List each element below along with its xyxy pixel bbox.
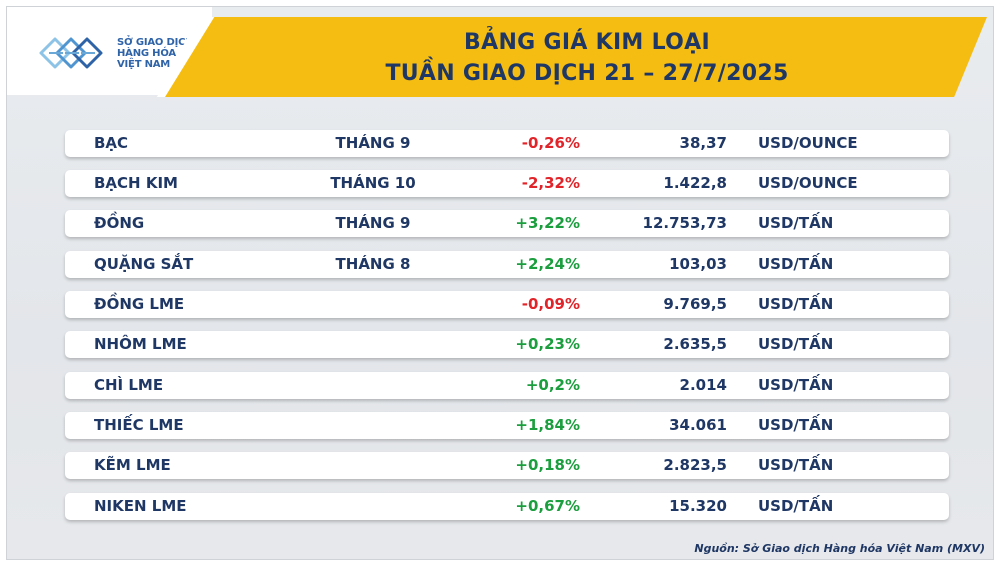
price-change: +3,22% <box>515 214 580 232</box>
price-unit: USD/TẤN <box>758 214 834 232</box>
metal-name: NIKEN LME <box>94 497 187 515</box>
price-value: 34.061 <box>669 416 727 434</box>
price-change: +0,23% <box>515 335 580 353</box>
metal-name: BẠC <box>94 134 129 152</box>
mxv-logo-icon <box>39 37 103 69</box>
contract-month: THÁNG 10 <box>330 174 416 192</box>
metal-name: THIẾC LME <box>94 416 184 434</box>
page-title: BẢNG GIÁ KIM LOẠI TUẦN GIAO DỊCH 21 – 27… <box>237 27 937 89</box>
price-change: +0,18% <box>515 456 580 474</box>
metal-name: ĐỒNG <box>94 214 145 232</box>
metal-name: QUẶNG SẮT <box>94 255 194 273</box>
price-change: +2,24% <box>515 255 580 273</box>
contract-month: THÁNG 8 <box>335 255 411 273</box>
logo-text: SỞ GIAO DỊCH HÀNG HÓA VIỆT NAM <box>117 37 207 70</box>
price-change: +1,84% <box>515 416 580 434</box>
price-value: 9.769,5 <box>663 295 727 313</box>
price-value: 2.014 <box>679 376 727 394</box>
table-row: KẼM LME +0,18% 2.823,5 USD/TẤN <box>65 452 949 479</box>
title-banner <box>165 17 987 97</box>
price-change: -2,32% <box>521 174 580 192</box>
table-row: CHÌ LME +0,2% 2.014 USD/TẤN <box>65 372 949 399</box>
price-value: 1.422,8 <box>663 174 727 192</box>
price-unit: USD/TẤN <box>758 456 834 474</box>
source-note: Nguồn: Sở Giao dịch Hàng hóa Việt Nam (M… <box>694 542 985 555</box>
price-unit: USD/TẤN <box>758 376 834 394</box>
metal-name: ĐỒNG LME <box>94 295 185 313</box>
logo-line-3: VIỆT NAM <box>117 59 171 70</box>
price-change: -0,09% <box>521 295 580 313</box>
logo-line-1: SỞ GIAO DỊCH <box>117 37 194 48</box>
price-change: +0,2% <box>525 376 580 394</box>
table-row: ĐỒNG LME -0,09% 9.769,5 USD/TẤN <box>65 291 949 318</box>
contract-month: THÁNG 9 <box>335 214 411 232</box>
price-unit: USD/OUNCE <box>758 134 858 152</box>
title-line-1: BẢNG GIÁ KIM LOẠI <box>464 30 710 55</box>
metal-name: BẠCH KIM <box>94 174 178 192</box>
table-row: ĐỒNG THÁNG 9 +3,22% 12.753,73 USD/TẤN <box>65 210 949 237</box>
table-row: NIKEN LME +0,67% 15.320 USD/TẤN <box>65 493 949 520</box>
logo: SỞ GIAO DỊCH HÀNG HÓA VIỆT NAM <box>7 7 212 95</box>
price-unit: USD/TẤN <box>758 295 834 313</box>
metal-name: KẼM LME <box>94 456 171 474</box>
price-value: 103,03 <box>669 255 727 273</box>
price-value: 38,37 <box>679 134 727 152</box>
price-unit: USD/OUNCE <box>758 174 858 192</box>
price-change: -0,26% <box>521 134 580 152</box>
logo-line-2: HÀNG HÓA <box>117 48 176 59</box>
price-value: 15.320 <box>669 497 727 515</box>
price-value: 12.753,73 <box>642 214 727 232</box>
table-row: BẠCH KIM THÁNG 10 -2,32% 1.422,8 USD/OUN… <box>65 170 949 197</box>
table-row: QUẶNG SẮT THÁNG 8 +2,24% 103,03 USD/TẤN <box>65 251 949 278</box>
price-unit: USD/TẤN <box>758 335 834 353</box>
infographic-frame: SỞ GIAO DỊCH HÀNG HÓA VIỆT NAM BẢNG GIÁ … <box>6 6 994 560</box>
metal-name: CHÌ LME <box>94 376 164 394</box>
price-change: +0,67% <box>515 497 580 515</box>
title-line-2: TUẦN GIAO DỊCH 21 – 27/7/2025 <box>385 61 789 86</box>
contract-month: THÁNG 9 <box>335 134 411 152</box>
price-unit: USD/TẤN <box>758 255 834 273</box>
price-value: 2.635,5 <box>663 335 727 353</box>
table-row: BẠC THÁNG 9 -0,26% 38,37 USD/OUNCE <box>65 130 949 157</box>
table-row: NHÔM LME +0,23% 2.635,5 USD/TẤN <box>65 331 949 358</box>
price-value: 2.823,5 <box>663 456 727 474</box>
table-row: THIẾC LME +1,84% 34.061 USD/TẤN <box>65 412 949 439</box>
price-unit: USD/TẤN <box>758 497 834 515</box>
price-unit: USD/TẤN <box>758 416 834 434</box>
metal-name: NHÔM LME <box>94 335 187 353</box>
